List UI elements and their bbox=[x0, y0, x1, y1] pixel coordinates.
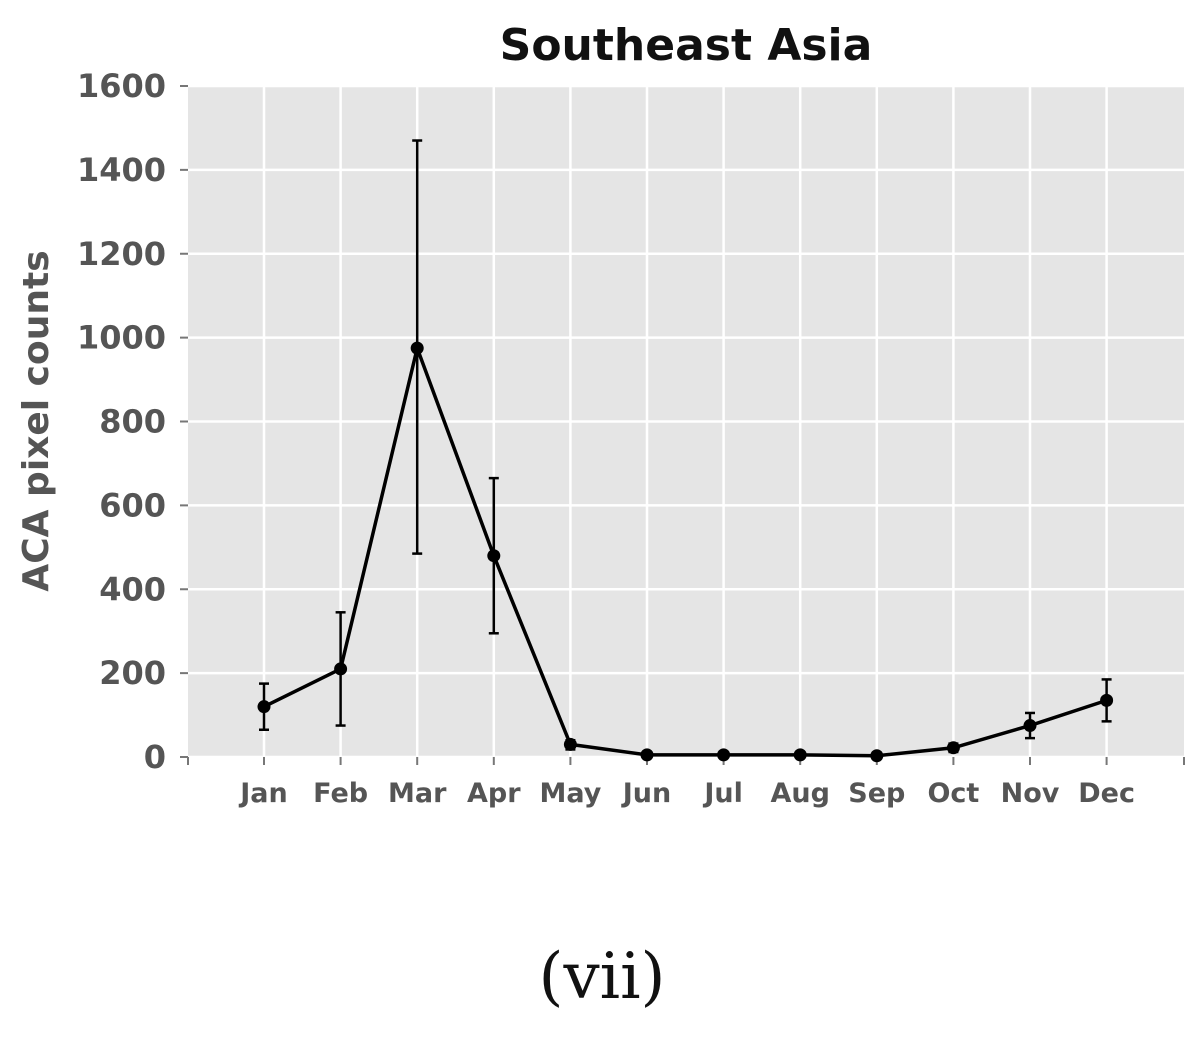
y-tick-label: 1000 bbox=[77, 319, 166, 357]
figure-caption: (vii) bbox=[538, 940, 666, 1014]
y-tick-label: 400 bbox=[99, 570, 166, 608]
x-tick-label: Jul bbox=[702, 778, 743, 809]
x-tick-label: Jun bbox=[621, 778, 672, 809]
data-point bbox=[717, 748, 731, 762]
x-tick-label: May bbox=[539, 778, 601, 809]
x-tick-label: Feb bbox=[313, 778, 368, 809]
data-point bbox=[334, 662, 348, 676]
data-points bbox=[257, 341, 1114, 763]
x-tick-label: Apr bbox=[467, 778, 521, 809]
x-tick-label: Dec bbox=[1078, 778, 1135, 809]
y-tick-label: 1600 bbox=[77, 67, 166, 105]
data-point bbox=[1100, 693, 1114, 707]
y-tick-labels: 0 200 400 600 800 1000 1200 1400 1600 bbox=[77, 67, 166, 776]
x-tick-label: Oct bbox=[927, 778, 979, 809]
data-point bbox=[946, 741, 960, 755]
data-point bbox=[410, 341, 424, 355]
x-tick-label: Nov bbox=[1001, 778, 1060, 809]
data-point bbox=[1023, 719, 1037, 733]
y-tick-label: 1200 bbox=[77, 235, 166, 273]
y-tick-label: 800 bbox=[99, 403, 166, 441]
x-tick-label: Aug bbox=[770, 778, 829, 809]
chart: 0 200 400 600 800 1000 1200 1400 1600 Jan Feb Mar A… bbox=[16, 20, 1185, 809]
data-point bbox=[257, 700, 271, 714]
x-tick-label: Mar bbox=[388, 778, 447, 809]
y-tick-label: 600 bbox=[99, 486, 166, 524]
data-point bbox=[870, 749, 884, 763]
axes bbox=[180, 85, 1185, 765]
data-point bbox=[487, 549, 501, 563]
series-line bbox=[263, 342, 1108, 758]
chart-title: Southeast Asia bbox=[500, 20, 873, 71]
y-tick-label: 200 bbox=[99, 654, 166, 692]
y-tick-label: 1400 bbox=[77, 151, 166, 189]
data-point bbox=[563, 737, 577, 751]
x-tick-labels: Jan Feb Mar Apr May Jun Jul Aug Sep Oct Nov Dec bbox=[238, 778, 1135, 809]
x-tick-label: Sep bbox=[848, 778, 905, 809]
data-point bbox=[793, 748, 807, 762]
y-axis-label: ACA pixel counts bbox=[16, 250, 57, 591]
x-tick-label: Jan bbox=[238, 778, 288, 809]
y-tick-label: 0 bbox=[144, 738, 166, 776]
data-point bbox=[640, 748, 654, 762]
series-lines bbox=[263, 342, 1108, 758]
